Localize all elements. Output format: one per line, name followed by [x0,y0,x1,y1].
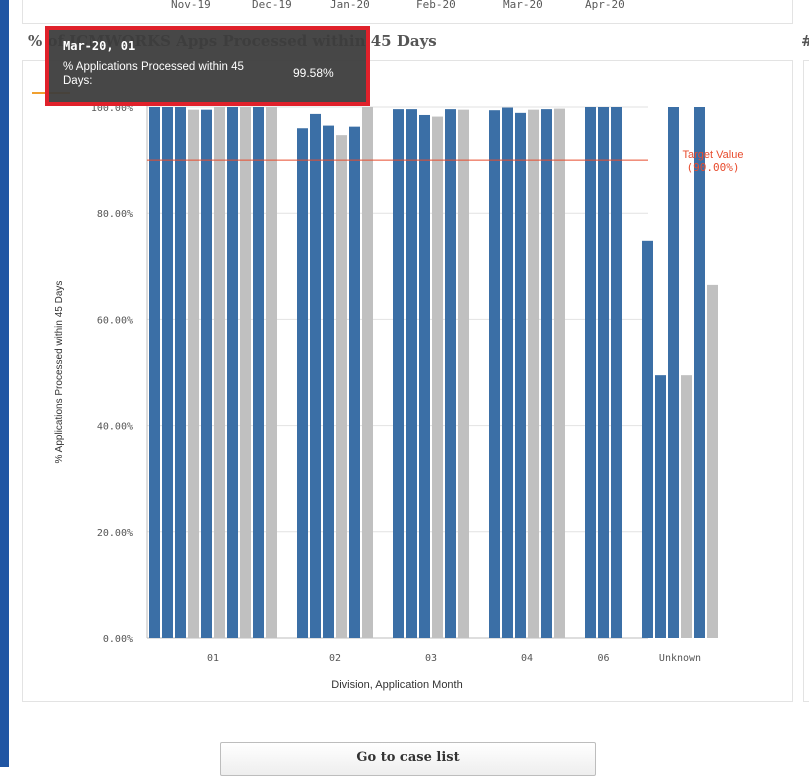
y-tick-label: 100.00% [91,103,133,114]
bar[interactable] [393,109,404,638]
target-value-label: (90.00%) [687,161,740,174]
bar[interactable] [707,284,718,638]
x-tick-label: 06 [597,653,609,664]
bar[interactable] [406,109,417,638]
y-tick-label: 40.00% [97,422,133,433]
bar[interactable] [214,107,225,638]
y-axis-title: % Applications Processed within 45 Days [54,281,65,464]
bar[interactable] [227,107,238,638]
bar[interactable] [445,109,456,638]
bar[interactable] [310,113,321,638]
previous-axis-tick: Apr-20 [585,0,625,11]
bar[interactable] [598,107,609,638]
bar[interactable] [458,109,469,638]
bar[interactable] [162,107,173,638]
bar[interactable] [175,107,186,638]
previous-axis-tick: Mar-20 [503,0,543,11]
x-tick-label: 02 [329,653,341,664]
target-label: Target Value [683,149,744,161]
bar[interactable] [297,128,308,639]
bar[interactable] [642,240,653,638]
bar[interactable] [681,375,692,638]
left-edge-bar [0,0,9,767]
y-tick-label: 0.00% [103,634,133,645]
bar[interactable] [201,109,212,638]
x-tick-label: Unknown [659,653,701,664]
chart-tooltip: Mar-20, 01 % Applications Processed with… [45,26,370,106]
previous-chart-panel [22,0,793,24]
tooltip-title: Mar-20, 01 [63,39,136,53]
previous-axis-tick: Dec-19 [252,0,292,11]
bar[interactable] [149,107,160,638]
tooltip-label: % Applications Processed within 45 Days: [63,61,244,87]
bar[interactable] [528,109,539,638]
y-tick-label: 20.00% [97,528,133,539]
x-axis-title: Division, Application Month [331,679,462,691]
bar[interactable] [611,107,622,638]
right-panel-title: # [801,32,809,50]
previous-axis-tick: Feb-20 [416,0,456,11]
bar[interactable] [188,109,199,638]
bar[interactable] [323,125,334,638]
bar[interactable] [668,107,679,638]
y-tick-label: 80.00% [97,209,133,220]
bar[interactable] [266,107,277,638]
bar[interactable] [253,107,264,638]
bar[interactable] [554,108,565,638]
bar[interactable] [336,135,347,638]
go-to-case-list-button[interactable]: Go to case list [220,742,596,776]
right-panel[interactable] [803,60,809,702]
bar[interactable] [515,112,526,638]
bar[interactable] [419,114,430,639]
previous-axis-tick: Jan-20 [330,0,370,11]
bar[interactable] [489,110,500,639]
bar[interactable] [655,375,666,638]
x-tick-label: 03 [425,653,437,664]
bar[interactable] [694,107,705,638]
tooltip-value: 99.58% [293,66,334,80]
bar[interactable] [349,126,360,638]
y-tick-label: 60.00% [97,315,133,326]
bar[interactable] [585,107,596,638]
previous-axis-tick: Nov-19 [171,0,211,11]
bar[interactable] [240,107,251,638]
bar[interactable] [432,116,443,639]
x-tick-label: 04 [521,653,533,664]
bar[interactable] [502,107,513,638]
bar[interactable] [362,107,373,638]
x-tick-label: 01 [207,653,219,664]
bar[interactable] [541,109,552,638]
